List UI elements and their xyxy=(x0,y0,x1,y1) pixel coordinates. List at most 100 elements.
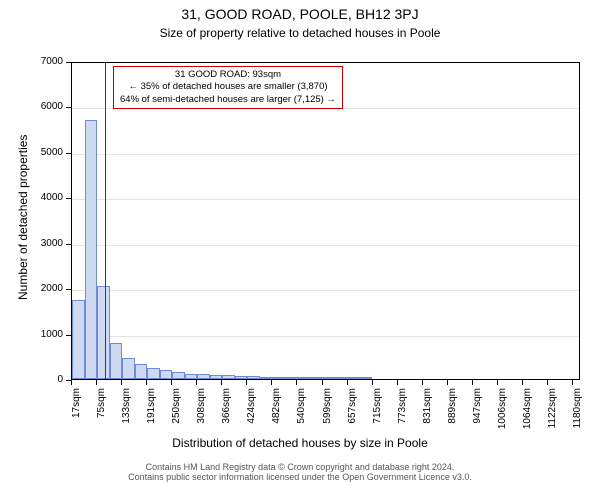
histogram-bar xyxy=(310,377,323,379)
x-tick-mark xyxy=(96,380,97,385)
histogram-bar xyxy=(285,377,298,379)
x-tick-mark xyxy=(447,380,448,385)
x-tick-label: 308sqm xyxy=(196,388,207,438)
histogram-bar xyxy=(347,377,360,379)
histogram-bar xyxy=(72,300,85,380)
histogram-bar xyxy=(272,377,285,379)
annotation-box: 31 GOOD ROAD: 93sqm ← 35% of detached ho… xyxy=(113,66,343,109)
x-tick-label: 1122sqm xyxy=(547,388,558,438)
histogram-bar xyxy=(85,120,98,379)
x-tick-label: 947sqm xyxy=(472,388,483,438)
x-tick-mark xyxy=(522,380,523,385)
histogram-bar xyxy=(235,376,248,379)
histogram-bar xyxy=(147,368,160,379)
x-tick-label: 773sqm xyxy=(397,388,408,438)
histogram-bar xyxy=(247,376,260,379)
y-tick-mark xyxy=(66,62,71,63)
y-tick-label: 7000 xyxy=(41,56,63,67)
x-tick-mark xyxy=(71,380,72,385)
histogram-bar xyxy=(210,375,223,379)
y-tick-mark xyxy=(66,335,71,336)
y-tick-label: 6000 xyxy=(41,101,63,112)
x-tick-mark xyxy=(497,380,498,385)
y-tick-label: 3000 xyxy=(41,238,63,249)
x-tick-mark xyxy=(221,380,222,385)
y-tick-label: 4000 xyxy=(41,192,63,203)
y-tick-mark xyxy=(66,107,71,108)
grid-line xyxy=(72,245,579,246)
x-tick-mark xyxy=(422,380,423,385)
histogram-bar xyxy=(197,374,210,379)
histogram-bar xyxy=(97,286,110,379)
x-tick-label: 1180sqm xyxy=(572,388,583,438)
x-tick-mark xyxy=(196,380,197,385)
grid-line xyxy=(72,336,579,337)
histogram-bar xyxy=(135,364,148,379)
y-tick-label: 2000 xyxy=(41,283,63,294)
x-tick-mark xyxy=(271,380,272,385)
reference-line xyxy=(105,63,106,379)
x-tick-mark xyxy=(397,380,398,385)
histogram-bar xyxy=(360,377,373,379)
x-tick-label: 482sqm xyxy=(271,388,282,438)
attribution-line2: Contains public sector information licen… xyxy=(0,472,600,482)
x-tick-mark xyxy=(347,380,348,385)
x-tick-label: 715sqm xyxy=(372,388,383,438)
annotation-line2: ← 35% of detached houses are smaller (3,… xyxy=(120,81,336,93)
x-tick-label: 250sqm xyxy=(171,388,182,438)
histogram-bar xyxy=(322,377,335,379)
y-tick-label: 0 xyxy=(57,374,63,385)
x-tick-mark xyxy=(322,380,323,385)
attribution: Contains HM Land Registry data © Crown c… xyxy=(0,462,600,482)
histogram-bar xyxy=(185,374,198,379)
attribution-line1: Contains HM Land Registry data © Crown c… xyxy=(0,462,600,472)
chart-title: 31, GOOD ROAD, POOLE, BH12 3PJ xyxy=(0,6,600,22)
plot-area xyxy=(71,62,580,380)
x-tick-mark xyxy=(296,380,297,385)
x-tick-label: 366sqm xyxy=(221,388,232,438)
x-tick-label: 599sqm xyxy=(322,388,333,438)
x-axis-label: Distribution of detached houses by size … xyxy=(0,436,600,450)
y-tick-mark xyxy=(66,198,71,199)
chart-subtitle: Size of property relative to detached ho… xyxy=(0,26,600,40)
histogram-bar xyxy=(297,377,310,379)
y-tick-mark xyxy=(66,153,71,154)
histogram-bar xyxy=(260,377,273,379)
annotation-line3: 64% of semi-detached houses are larger (… xyxy=(120,94,336,106)
y-tick-label: 5000 xyxy=(41,147,63,158)
x-tick-mark xyxy=(372,380,373,385)
y-tick-mark xyxy=(66,289,71,290)
y-tick-label: 1000 xyxy=(41,329,63,340)
x-tick-mark xyxy=(246,380,247,385)
x-tick-label: 831sqm xyxy=(422,388,433,438)
x-tick-mark xyxy=(547,380,548,385)
histogram-bar xyxy=(160,370,173,379)
x-tick-label: 1064sqm xyxy=(522,388,533,438)
x-tick-label: 17sqm xyxy=(71,388,82,438)
x-tick-label: 75sqm xyxy=(96,388,107,438)
figure: 31, GOOD ROAD, POOLE, BH12 3PJ Size of p… xyxy=(0,0,600,500)
x-tick-label: 889sqm xyxy=(447,388,458,438)
x-tick-label: 540sqm xyxy=(296,388,307,438)
y-tick-mark xyxy=(66,244,71,245)
x-tick-label: 657sqm xyxy=(347,388,358,438)
annotation-line1: 31 GOOD ROAD: 93sqm xyxy=(120,69,336,81)
histogram-bar xyxy=(222,375,235,379)
grid-line xyxy=(72,199,579,200)
y-axis-label: Number of detached properties xyxy=(16,135,30,300)
grid-line xyxy=(72,154,579,155)
x-tick-mark xyxy=(171,380,172,385)
histogram-bar xyxy=(110,343,123,379)
x-tick-mark xyxy=(146,380,147,385)
x-tick-label: 133sqm xyxy=(121,388,132,438)
x-tick-label: 1006sqm xyxy=(497,388,508,438)
histogram-bar xyxy=(335,377,348,379)
histogram-bar xyxy=(122,358,135,379)
grid-line xyxy=(72,290,579,291)
histogram-bar xyxy=(172,372,185,379)
x-tick-label: 191sqm xyxy=(146,388,157,438)
x-tick-mark xyxy=(121,380,122,385)
x-tick-mark xyxy=(572,380,573,385)
x-tick-mark xyxy=(472,380,473,385)
x-tick-label: 424sqm xyxy=(246,388,257,438)
